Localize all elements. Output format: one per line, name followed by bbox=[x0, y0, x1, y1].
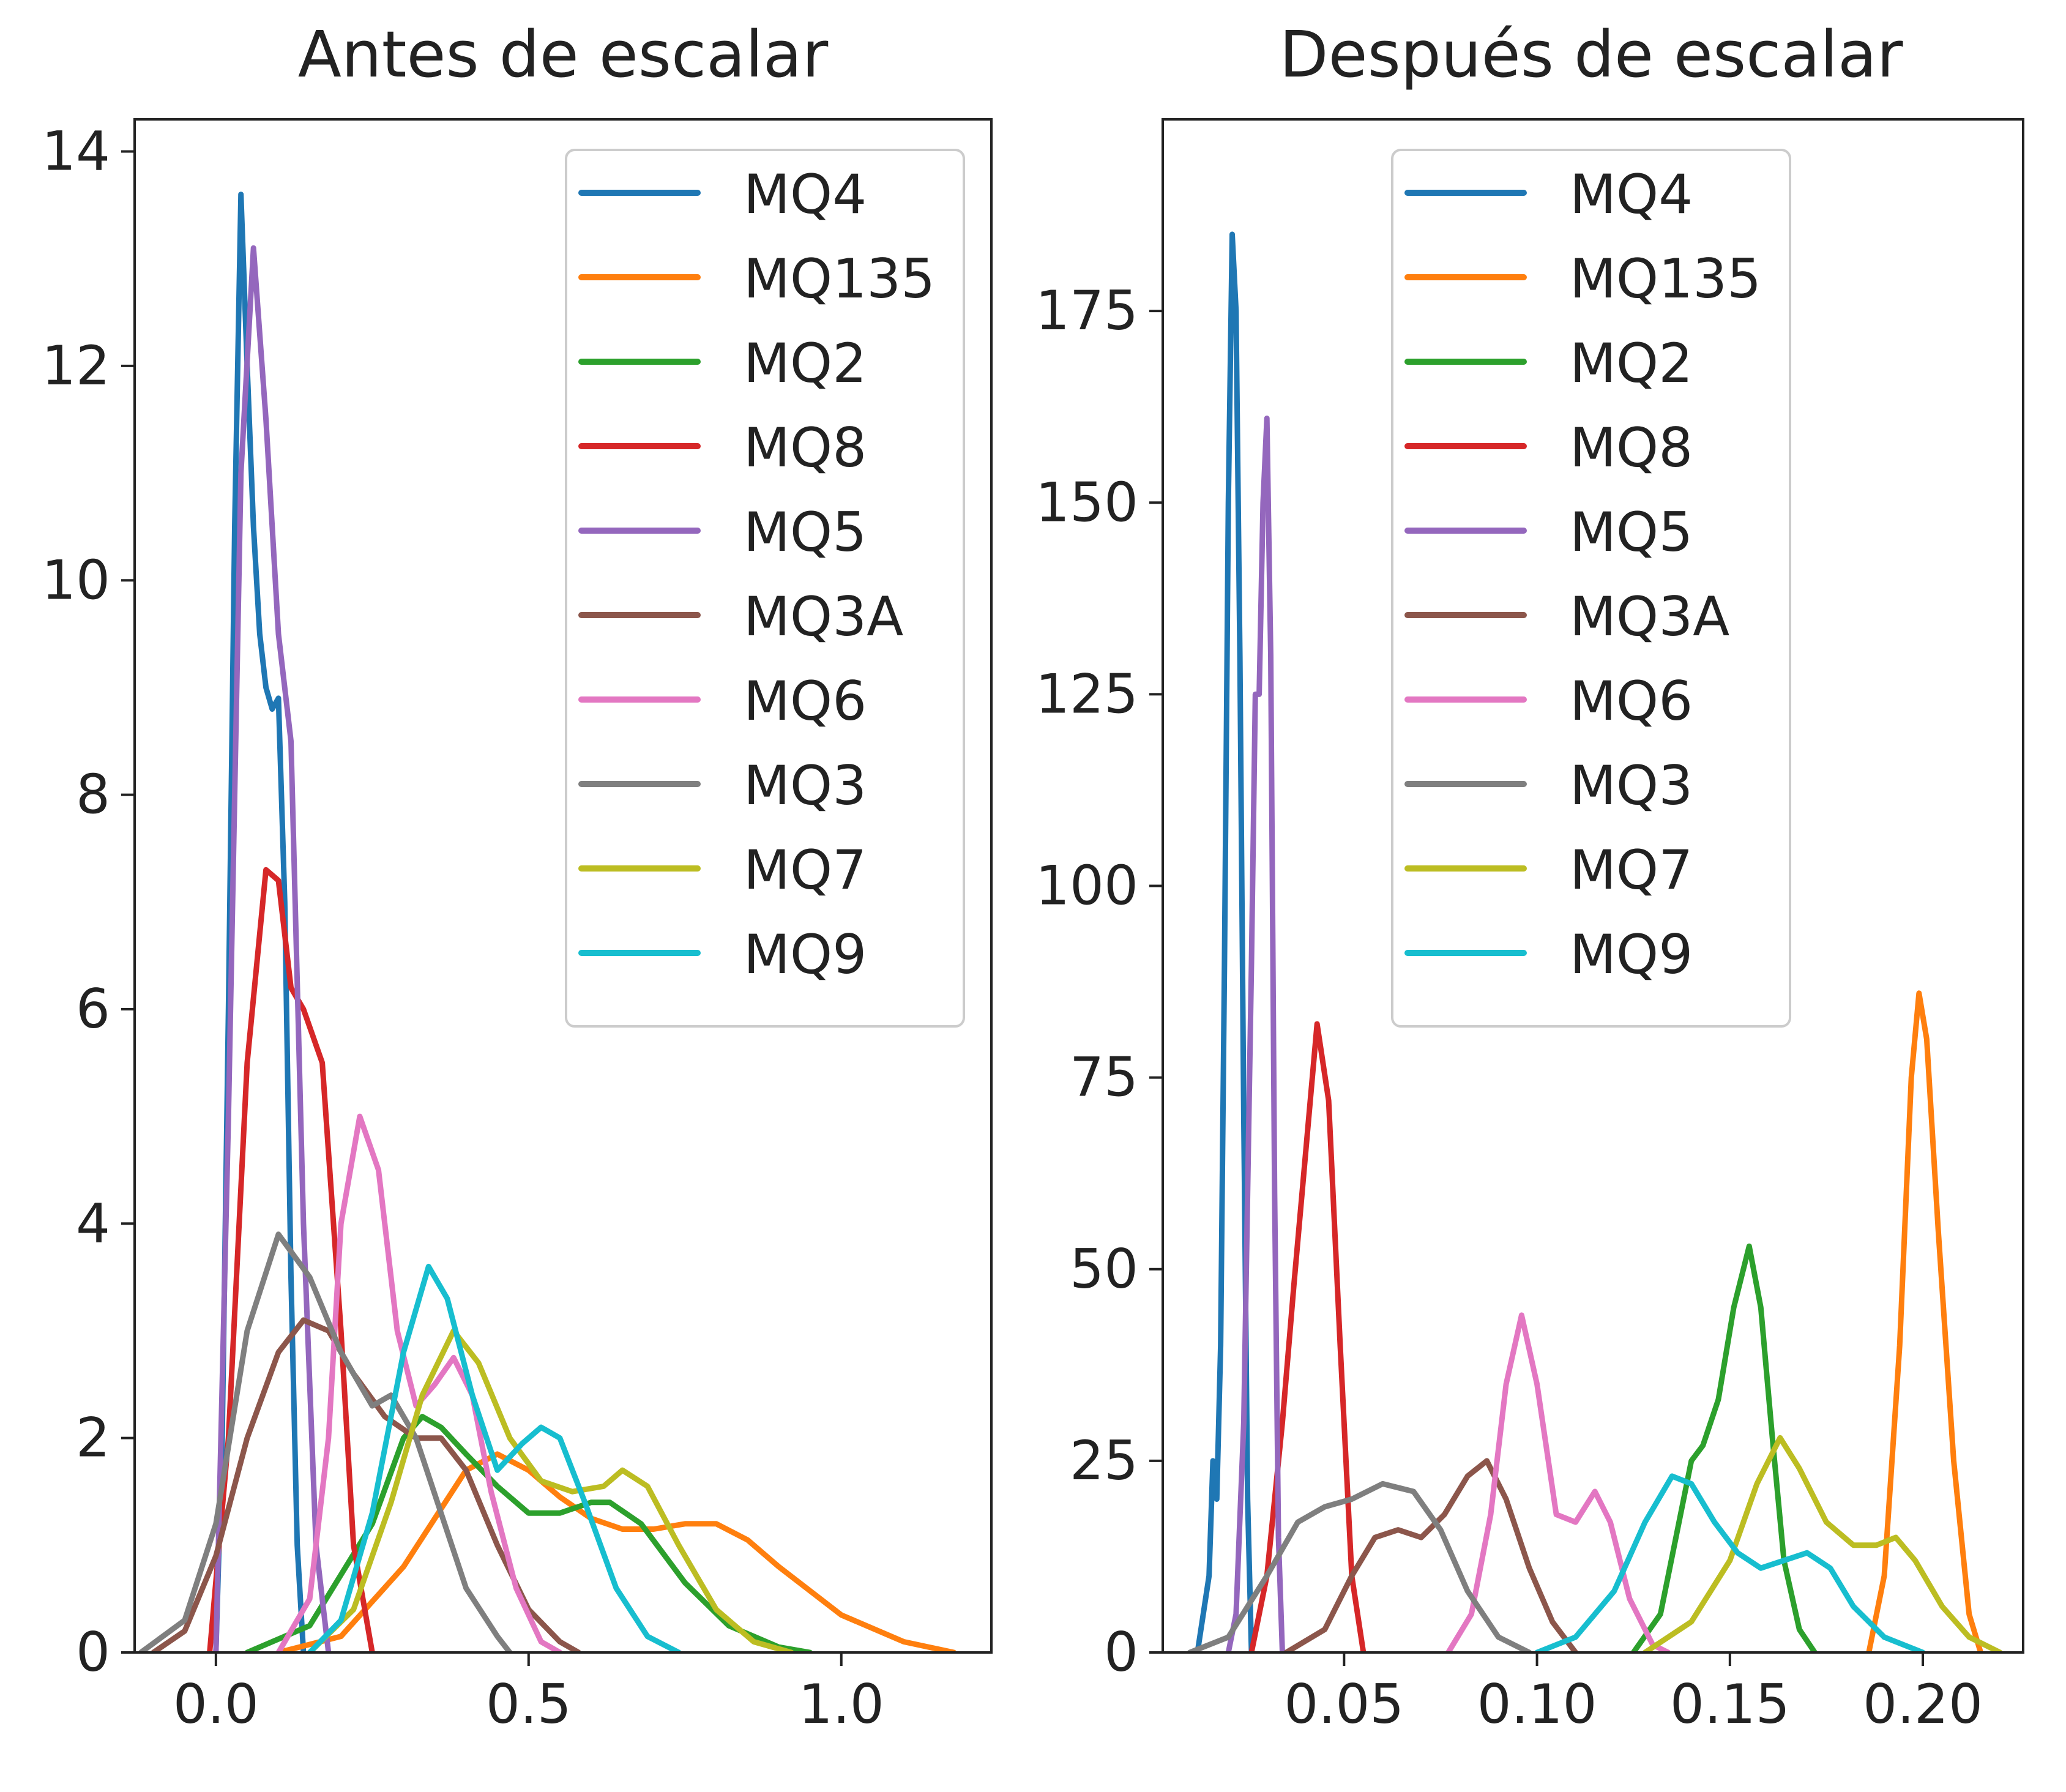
legend-label-mq3a: MQ3A bbox=[1570, 585, 1729, 648]
series-line-mq4 bbox=[1195, 231, 1255, 1652]
series-line-mq135 bbox=[1866, 990, 1984, 1652]
legend-label-mq4: MQ4 bbox=[744, 163, 867, 226]
series-line-mq7 bbox=[307, 1328, 794, 1652]
legend-label-mq135: MQ135 bbox=[1570, 247, 1761, 310]
y-tick-label: 12 bbox=[42, 334, 110, 397]
legend-label-mq2: MQ2 bbox=[744, 332, 867, 395]
legend-label-mq9: MQ9 bbox=[1570, 923, 1693, 986]
series-line-mq8 bbox=[207, 867, 375, 1652]
legend-label-mq3a: MQ3A bbox=[744, 585, 903, 648]
series-line-mq6 bbox=[1445, 1312, 1671, 1652]
series-line-mq5 bbox=[1225, 416, 1285, 1652]
y-tick-label: 4 bbox=[76, 1192, 110, 1255]
legend-label-mq2: MQ2 bbox=[1570, 332, 1693, 395]
legend-label-mq8: MQ8 bbox=[744, 416, 867, 479]
y-tick-label: 10 bbox=[42, 548, 110, 611]
legend-label-mq5: MQ5 bbox=[744, 501, 867, 564]
x-tick-label: 0.10 bbox=[1477, 1673, 1597, 1736]
series-lines bbox=[138, 192, 957, 1652]
y-tick-label: 0 bbox=[1104, 1621, 1138, 1684]
series-lines bbox=[1187, 231, 2003, 1652]
y-tick-label: 6 bbox=[76, 977, 110, 1040]
legend-label-mq5: MQ5 bbox=[1570, 501, 1693, 564]
y-tick-label: 75 bbox=[1070, 1046, 1138, 1109]
series-line-mq3 bbox=[138, 1231, 513, 1652]
plot-frame bbox=[133, 118, 993, 1654]
y-tick-label: 25 bbox=[1070, 1429, 1138, 1492]
x-tick-label: 1.0 bbox=[799, 1673, 884, 1736]
legend: MQ4 MQ135 MQ2 MQ8 MQ5 MQ3A MQ6 MQ3 MQ7 MQ9 bbox=[565, 149, 965, 1028]
series-line-mq2 bbox=[244, 1414, 813, 1652]
y-tick-label: 2 bbox=[76, 1406, 110, 1469]
x-tick-label: 0.15 bbox=[1670, 1673, 1790, 1736]
chart-title: Antes de escalar bbox=[298, 17, 829, 92]
x-tick-label: 0.5 bbox=[486, 1673, 572, 1736]
chart-panel-2: Después de escalar 0.05 0.10 0.15 0.20 0 25 50 7… bbox=[1035, 17, 2024, 1736]
chart-title: Después de escalar bbox=[1280, 17, 1903, 92]
y-tick-label: 50 bbox=[1070, 1238, 1138, 1301]
legend-label-mq7: MQ7 bbox=[1570, 838, 1693, 902]
x-tick-label: 0.20 bbox=[1863, 1673, 1983, 1736]
legend-label-mq6: MQ6 bbox=[1570, 670, 1693, 733]
series-line-mq9 bbox=[1534, 1473, 1926, 1652]
legend-label-mq9: MQ9 bbox=[744, 923, 867, 986]
y-tick-label: 125 bbox=[1035, 662, 1138, 725]
legend: MQ4 MQ135 MQ2 MQ8 MQ5 MQ3A MQ6 MQ3 MQ7 MQ9 bbox=[1391, 149, 1791, 1028]
series-line-mq3a bbox=[1283, 1458, 1579, 1652]
x-tick-label: 0.0 bbox=[173, 1673, 259, 1736]
legend-label-mq6: MQ6 bbox=[744, 670, 867, 733]
y-tick-label: 8 bbox=[76, 763, 110, 826]
y-tick-label: 100 bbox=[1035, 854, 1138, 917]
series-line-mq8 bbox=[1248, 1021, 1367, 1652]
x-tick-label: 0.05 bbox=[1284, 1673, 1404, 1736]
legend-label-mq3: MQ3 bbox=[1570, 754, 1693, 817]
series-line-mq3 bbox=[1187, 1480, 1532, 1652]
series-line-mq135 bbox=[275, 1451, 957, 1652]
y-tick-label: 150 bbox=[1035, 471, 1138, 534]
legend-label-mq135: MQ135 bbox=[744, 247, 935, 310]
legend-label-mq4: MQ4 bbox=[1570, 163, 1693, 226]
y-tick-label: 175 bbox=[1035, 279, 1138, 342]
series-line-mq6 bbox=[275, 1113, 563, 1652]
legend-label-mq7: MQ7 bbox=[744, 838, 867, 902]
legend-box bbox=[1391, 149, 1791, 1028]
legend-box bbox=[565, 149, 965, 1028]
series-line-mq5 bbox=[213, 245, 332, 1652]
y-tick-label: 14 bbox=[42, 120, 110, 183]
legend-label-mq8: MQ8 bbox=[1570, 416, 1693, 479]
legend-label-mq3: MQ3 bbox=[744, 754, 867, 817]
y-tick-label: 0 bbox=[76, 1621, 110, 1684]
series-line-mq9 bbox=[307, 1263, 682, 1652]
series-line-mq4 bbox=[213, 192, 307, 1652]
